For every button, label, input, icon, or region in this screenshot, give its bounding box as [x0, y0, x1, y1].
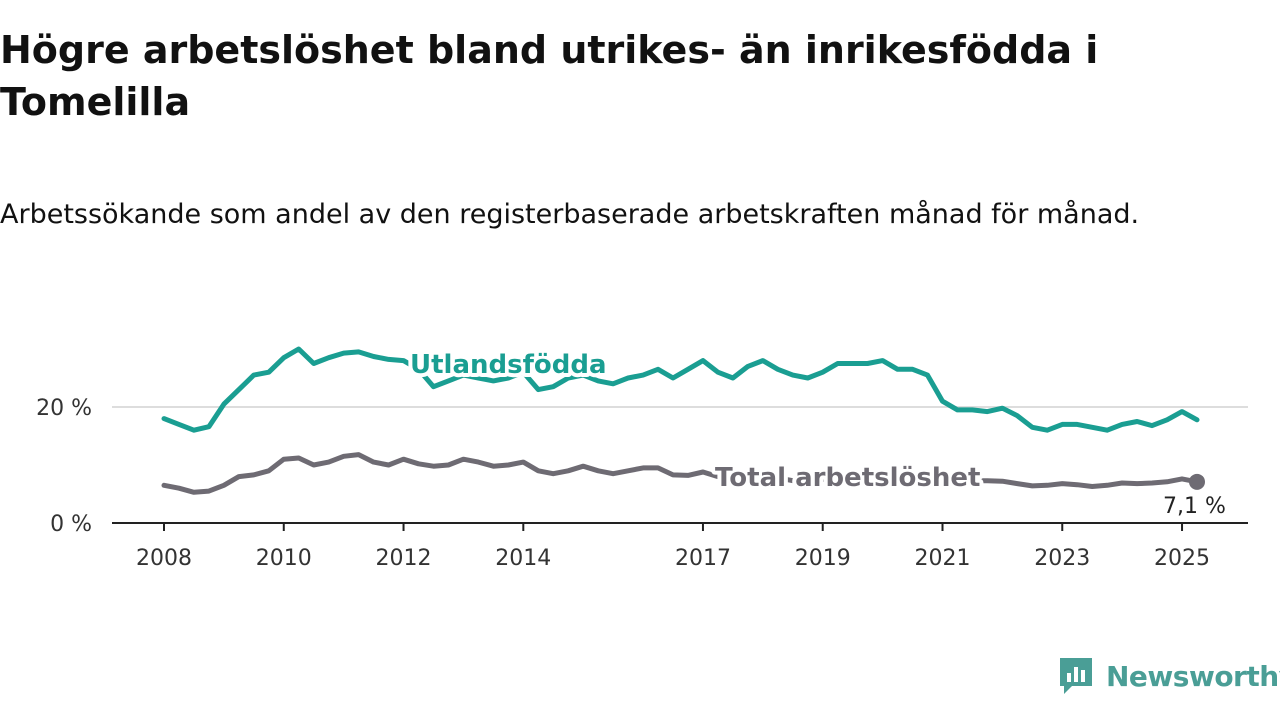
series-label-utlandsfodda: Utlandsfödda [410, 350, 607, 380]
series-label-total: Total arbetslöshet [715, 463, 980, 493]
axis-layer: 0 % 20 % 2008 2010 2012 2014 2017 2019 2021 2023 2… [36, 396, 1248, 571]
x-tick-label: 2019 [795, 546, 851, 571]
chart-title: Högre arbetslöshet bland utrikes- än inr… [0, 28, 1099, 124]
label-layer: Utlandsfödda Total arbetslöshet 7,1 % [406, 346, 1226, 519]
x-tick-label: 2021 [914, 546, 970, 571]
x-tick-label: 2010 [256, 546, 312, 571]
series-line-0 [161, 346, 1200, 433]
end-point-marker [1189, 473, 1205, 490]
newsworthy-logo: Newsworthy [1058, 655, 1280, 697]
x-tick-label: 2014 [495, 546, 551, 571]
chart-subtitle: Arbetssökande som andel av den registerb… [0, 199, 1140, 230]
x-tick-label: 2023 [1034, 546, 1090, 571]
newsworthy-logo-text: Newsworthy [1106, 659, 1280, 693]
line-chart: 0 % 20 % 2008 2010 2012 2014 2017 2019 2021 2023 2… [36, 346, 1248, 571]
x-tick-label: 2025 [1154, 546, 1210, 571]
y-tick-label: 20 % [36, 396, 92, 421]
x-tick-label: 2017 [675, 546, 731, 571]
x-tick-label: 2012 [376, 546, 432, 571]
newsworthy-logo-icon [1060, 658, 1092, 694]
y-tick-label: 0 % [50, 512, 92, 537]
x-tick-label: 2008 [136, 546, 192, 571]
end-value-label: 7,1 % [1163, 494, 1226, 519]
series-line-1 [161, 452, 1200, 495]
series-layer [161, 346, 1200, 495]
